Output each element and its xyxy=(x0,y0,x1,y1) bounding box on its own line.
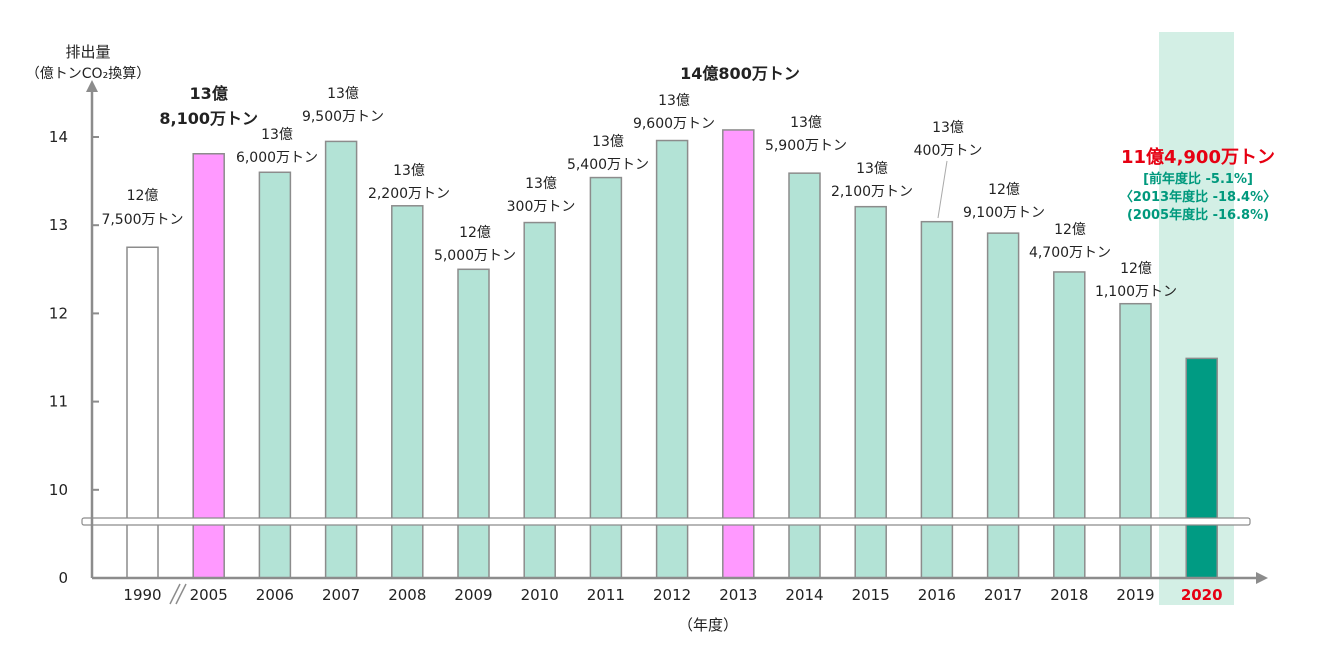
x-tick-label-2009: 2009 xyxy=(454,586,492,604)
y-axis-title: 排出量 xyxy=(65,43,110,61)
data-label-2005-1: 13億 xyxy=(190,84,228,103)
data-label-2006-1: 13億 xyxy=(261,127,293,143)
x-tick-label-2012: 2012 xyxy=(653,586,691,604)
bar-2007 xyxy=(324,140,358,579)
axis-break-band xyxy=(81,517,1251,526)
data-label-2010-2: 300万トン xyxy=(507,199,576,215)
data-label-2012-2: 9,600万トン xyxy=(633,116,715,132)
data-label-2015-2: 2,100万トン xyxy=(831,184,913,200)
bars-layer xyxy=(126,129,1218,579)
data-label-2018-2: 4,700万トン xyxy=(1029,245,1111,261)
bar-2020 xyxy=(1185,357,1218,579)
x-tick-label-2005: 2005 xyxy=(190,586,228,604)
bar-2012 xyxy=(655,139,689,579)
x-tick-label-2019: 2019 xyxy=(1116,586,1154,604)
bar-2014 xyxy=(788,172,821,579)
y-tick-label-14: 14 xyxy=(49,128,68,146)
data-label-2009-2: 5,000万トン xyxy=(434,248,516,264)
data-label-2017-2: 9,100万トン xyxy=(963,205,1045,221)
x-tick-label-2015: 2015 xyxy=(852,586,890,604)
data-label-2014-1: 13億 xyxy=(790,115,822,131)
data-label-2013: 14億800万トン xyxy=(680,64,800,83)
data-label-2018-1: 12億 xyxy=(1054,222,1086,238)
bar-2008 xyxy=(391,205,424,579)
data-label-1990-2: 7,500万トン xyxy=(101,212,183,228)
data-label-2020: 11億4,900万トン xyxy=(1121,146,1275,168)
data-label-2019-1: 12億 xyxy=(1120,261,1152,277)
data-label-2007-1: 13億 xyxy=(327,86,359,102)
y-axis-arrow xyxy=(86,80,98,92)
bar-2005 xyxy=(192,153,225,579)
x-tick-label-1990: 1990 xyxy=(123,586,161,604)
bar-2018 xyxy=(1053,271,1086,579)
leader-line-2016 xyxy=(937,160,948,219)
bar-2013 xyxy=(722,129,755,579)
y-tick-label-12: 12 xyxy=(49,304,68,322)
data-label-2005-2: 8,100万トン xyxy=(159,109,258,128)
bar-2009 xyxy=(457,268,490,579)
x-tick-label-2018: 2018 xyxy=(1050,586,1088,604)
annotation-2020-3: (2005年度比 -16.8%) xyxy=(1127,207,1269,223)
data-label-1990-1: 12億 xyxy=(127,188,159,204)
data-label-2007-2: 9,500万トン xyxy=(302,109,384,125)
x-tick-label-2017: 2017 xyxy=(984,586,1022,604)
x-tick-label-2016: 2016 xyxy=(918,586,956,604)
y-tick-label-0: 0 xyxy=(58,569,68,587)
x-tick-label-2006: 2006 xyxy=(256,586,294,604)
data-label-2014-2: 5,900万トン xyxy=(765,138,847,154)
bar-1990 xyxy=(126,246,159,579)
x-tick-label-2020: 2020 xyxy=(1181,586,1223,604)
labels-layer: 0 10 11 12 13 14 1990 2005 2006 2007 2008 2009 2010 2… xyxy=(49,64,1276,604)
data-label-2015-1: 13億 xyxy=(856,161,888,177)
x-tick-label-2014: 2014 xyxy=(785,586,823,604)
data-label-2008-2: 2,200万トン xyxy=(368,186,450,202)
bar-2011 xyxy=(589,176,623,579)
x-tick-label-2008: 2008 xyxy=(388,586,426,604)
x-axis-title: （年度） xyxy=(678,616,738,634)
data-label-2008-1: 13億 xyxy=(393,163,425,179)
y-tick-label-11: 11 xyxy=(49,393,68,411)
data-label-2019-2: 1,100万トン xyxy=(1095,284,1177,300)
bar-2006 xyxy=(258,171,292,579)
data-label-2006-2: 6,000万トン xyxy=(236,150,318,166)
data-label-2017-1: 12億 xyxy=(988,182,1020,198)
data-label-2011-1: 13億 xyxy=(592,134,624,150)
x-break-mark-2 xyxy=(175,583,187,605)
bar-2017 xyxy=(986,232,1020,579)
x-tick-label-2007: 2007 xyxy=(322,586,360,604)
x-break-mark-1 xyxy=(169,583,181,605)
data-label-2011-2: 5,400万トン xyxy=(567,157,649,173)
data-label-2016-1: 13億 xyxy=(932,120,964,136)
y-axis-unit: （億トンCO₂換算） xyxy=(26,66,150,82)
x-tick-label-2010: 2010 xyxy=(521,586,559,604)
annotation-2020-2: 〈2013年度比 -18.4%〉 xyxy=(1120,189,1276,205)
data-label-2010-1: 13億 xyxy=(525,176,557,192)
y-tick-label-13: 13 xyxy=(49,216,68,234)
data-label-2012-1: 13億 xyxy=(658,93,690,109)
x-axis-arrow xyxy=(1256,572,1268,584)
y-tick-label-10: 10 xyxy=(49,481,68,499)
x-tick-label-2013: 2013 xyxy=(719,586,757,604)
annotation-2020-1: [前年度比 -5.1%] xyxy=(1143,171,1253,187)
data-label-2016-2: 400万トン xyxy=(914,143,983,159)
x-tick-label-2011: 2011 xyxy=(587,586,625,604)
data-label-2009-1: 12億 xyxy=(459,225,491,241)
axes-layer xyxy=(81,80,1268,605)
bar-2019 xyxy=(1119,302,1152,579)
